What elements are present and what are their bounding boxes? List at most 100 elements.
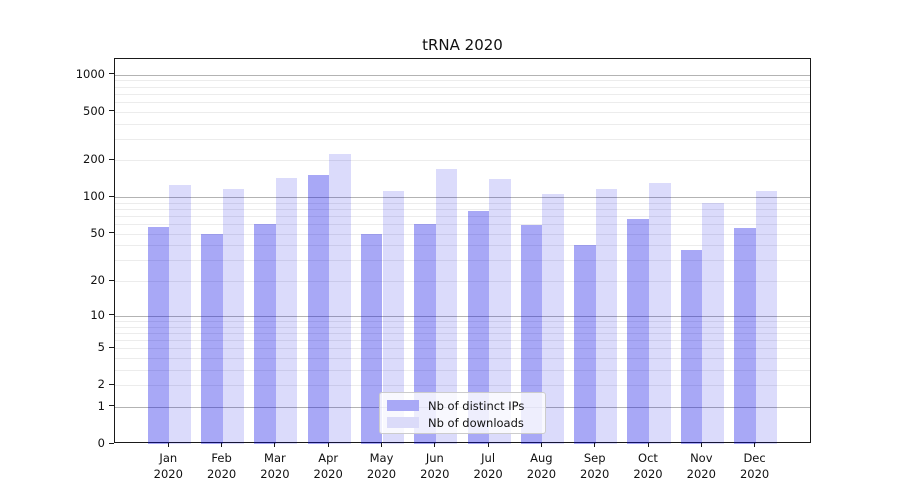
x-axis-tick-label-nov: Nov 2020 (671, 450, 731, 482)
bar-downloads-jul (489, 179, 511, 444)
gridline-minor-80 (115, 209, 810, 211)
x-axis-tick-label-month: Mar (264, 451, 286, 465)
y-axis-tick-200 (109, 158, 114, 160)
bar-downloads-nov (702, 203, 724, 444)
gridline-minor-200 (115, 160, 810, 162)
x-axis-tick-label-year: 2020 (153, 467, 183, 481)
y-axis-tick-label-1000: 1000 (75, 66, 105, 81)
x-axis-tick-oct (647, 443, 649, 447)
x-axis-tick-label-year: 2020 (420, 467, 450, 481)
x-axis-tick-label-oct: Oct 2020 (618, 450, 678, 482)
y-axis-tick-1 (109, 405, 114, 407)
x-axis-tick-jun (434, 443, 436, 447)
legend-swatch-downloads (387, 417, 419, 428)
bar-distinct-ips-jun (414, 224, 436, 444)
bar-distinct-ips-oct (627, 219, 649, 444)
y-axis-tick-100 (109, 195, 114, 197)
y-axis-tick-label-0: 0 (97, 436, 105, 450)
legend-row-downloads: Nb of downloads (380, 414, 545, 431)
x-axis-tick-label-month: Apr (318, 451, 339, 465)
gridline-minor-6 (115, 339, 810, 341)
x-axis-tick-label-month: Jul (481, 451, 496, 465)
y-axis-tick-0 (109, 442, 114, 444)
x-axis-tick-label-apr: Apr 2020 (298, 450, 358, 482)
x-axis-tick-label-month: Dec (743, 451, 766, 465)
gridline-minor-5 (115, 348, 810, 350)
x-axis-tick-dec (754, 443, 756, 447)
x-axis-tick-label-month: Nov (690, 451, 713, 465)
x-axis-tick-aug (540, 443, 542, 447)
gridline-minor-70 (115, 216, 810, 218)
legend-row-distinct-ips: Nb of distinct IPs (380, 397, 545, 414)
x-axis-tick-label-feb: Feb 2020 (192, 450, 252, 482)
x-axis-tick-jan (167, 443, 169, 447)
plot-area (114, 58, 811, 444)
x-axis-tick-label-month: May (369, 451, 394, 465)
x-axis-tick-sep (594, 443, 596, 447)
x-axis-tick-label-year: 2020 (260, 467, 290, 481)
bar-downloads-feb (222, 188, 245, 444)
y-axis-tick-20 (109, 279, 114, 281)
y-axis-tick-label-200: 200 (83, 152, 105, 167)
y-axis-tick-label-500: 500 (83, 103, 105, 118)
x-axis-tick-feb (221, 443, 223, 447)
gridline-major-1000 (115, 74, 810, 76)
gridline-minor-40 (115, 245, 810, 247)
y-axis-tick-label-1: 1 (97, 398, 105, 413)
x-axis-tick-label-dec: Dec 2020 (725, 450, 785, 482)
bar-downloads-apr (329, 153, 351, 444)
bar-downloads-jun (435, 168, 458, 444)
gridline-minor-400 (115, 123, 810, 125)
y-axis-tick-10 (109, 314, 114, 316)
bar-distinct-ips-apr (307, 175, 330, 444)
x-axis-tick-label-month: Jan (159, 451, 178, 465)
x-axis-tick-label-jun: Jun 2020 (405, 450, 465, 482)
x-axis-tick-label-year: 2020 (739, 467, 770, 481)
x-axis-tick-label-month: Jun (425, 451, 444, 465)
gridline-minor-30 (115, 260, 810, 262)
gridline-minor-800 (115, 86, 810, 88)
gridline-minor-9 (115, 320, 810, 322)
x-axis-tick-label-month: Sep (583, 451, 606, 465)
gridline-major-100 (115, 197, 810, 199)
gridline-minor-60 (115, 224, 810, 226)
y-axis-tick-label-50: 50 (90, 225, 105, 240)
y-axis-tick-5 (109, 346, 114, 348)
x-axis-tick-may (381, 443, 382, 447)
bar-downloads-sep (595, 189, 618, 444)
x-axis-tick-label-year: 2020 (580, 467, 610, 481)
legend: Nb of distinct IPs Nb of downloads (379, 392, 546, 434)
x-axis-tick-jul (487, 443, 489, 447)
bar-distinct-ips-mar (254, 224, 276, 444)
bar-distinct-ips-may (360, 233, 383, 444)
gridline-minor-50 (115, 233, 810, 235)
gridline-minor-600 (115, 101, 810, 103)
bar-downloads-mar (275, 177, 298, 444)
x-axis-tick-label-year: 2020 (206, 467, 237, 481)
bar-downloads-may (382, 191, 405, 444)
x-axis-tick-label-jul: Jul 2020 (458, 450, 518, 482)
gridline-major-10 (115, 315, 810, 317)
bar-distinct-ips-jul (467, 211, 490, 444)
bar-distinct-ips-nov (680, 249, 703, 444)
legend-label-downloads: Nb of downloads (428, 415, 524, 430)
gridline-minor-500 (115, 111, 810, 113)
bar-distinct-ips-aug (520, 225, 543, 444)
bar-distinct-ips-sep (574, 245, 596, 444)
x-axis-tick-label-month: Aug (530, 451, 553, 465)
x-axis-tick-label-sep: Sep 2020 (565, 450, 625, 482)
gridline-minor-300 (115, 138, 810, 140)
y-axis-tick-2 (109, 383, 114, 385)
bar-downloads-jan (169, 184, 191, 444)
y-axis-tick-label-2: 2 (97, 377, 105, 392)
y-axis-tick-500 (109, 110, 114, 112)
x-axis-tick-label-month: Feb (211, 451, 232, 465)
bar-distinct-ips-jan (147, 226, 170, 444)
x-axis-tick-mar (274, 443, 276, 447)
y-axis-tick-1000 (109, 73, 114, 75)
gridline-minor-90 (115, 202, 810, 204)
gridline-minor-7 (115, 332, 810, 334)
x-axis-tick-label-month: Oct (638, 451, 658, 465)
bar-downloads-oct (649, 183, 671, 444)
